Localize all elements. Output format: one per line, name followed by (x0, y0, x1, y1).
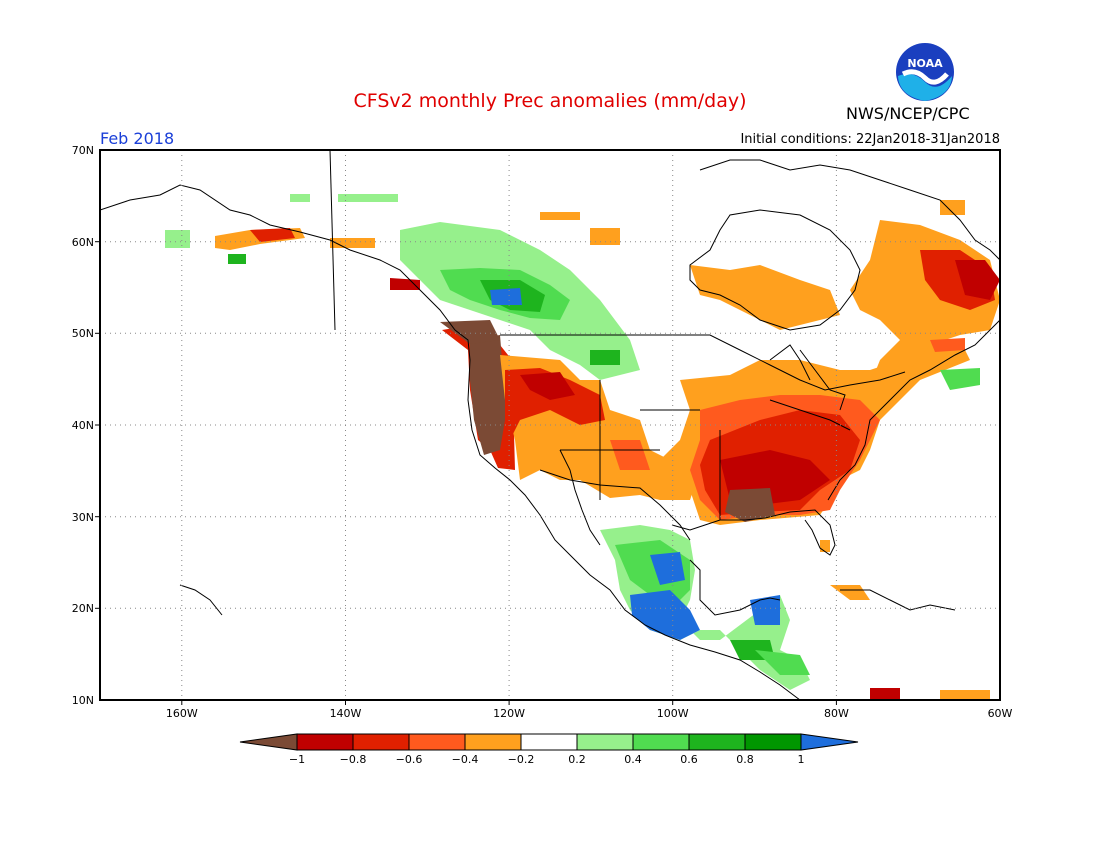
anomaly-patch (338, 194, 398, 202)
colorbar-label: 0.6 (680, 753, 698, 766)
anomaly-patch (520, 372, 575, 400)
anomaly-patch (940, 368, 980, 390)
anomaly-patch (830, 585, 870, 600)
colorbar-swatch (576, 733, 634, 751)
colorbar-swatch (632, 733, 690, 751)
logo-text: NOAA (907, 57, 943, 70)
anomaly-patch (690, 265, 840, 330)
anomaly-patch (870, 688, 900, 700)
colorbar-swatch (352, 733, 410, 751)
lat-label: 60N (72, 236, 94, 249)
anomaly-patch (930, 338, 965, 352)
lat-label: 40N (72, 419, 94, 432)
anomaly-patch (650, 552, 685, 585)
lat-label: 20N (72, 602, 94, 615)
colorbar-high-arrow (800, 733, 859, 751)
anomaly-patch (490, 288, 522, 305)
anomaly-patch (725, 488, 775, 522)
anomaly-patch (540, 212, 580, 220)
colorbar-swatch (464, 733, 522, 751)
colorbar-swatch (520, 733, 578, 751)
initial-conditions: Initial conditions: 22Jan2018-31Jan2018 (740, 132, 1000, 147)
map-title: CFSv2 monthly Prec anomalies (mm/day) (353, 90, 747, 112)
anomaly-patch (755, 650, 810, 675)
forecast-month: Feb 2018 (100, 129, 175, 148)
anomaly-patch (940, 690, 990, 700)
anomaly-patch (250, 228, 295, 242)
anomaly-patch (390, 278, 420, 290)
lat-label: 50N (72, 327, 94, 340)
anomaly-patch (165, 230, 190, 248)
colorbar-label: 0.2 (568, 753, 586, 766)
colorbar-label: −0.8 (340, 753, 367, 766)
anomaly-patch (630, 590, 700, 640)
lon-label: 140W (330, 707, 362, 720)
grid (100, 150, 1000, 700)
lon-label: 60W (988, 707, 1013, 720)
colorbar-label: −0.6 (396, 753, 423, 766)
colorbar-swatch (408, 733, 466, 751)
colorbar: −1 −0.8 −0.6 −0.4 −0.2 0.2 0.4 0.6 0.8 1 (239, 733, 859, 766)
lat-label: 70N (72, 144, 94, 157)
lon-label: 100W (657, 707, 689, 720)
lon-label: 120W (493, 707, 525, 720)
anomaly-patch (228, 254, 246, 264)
anomaly-patch (820, 540, 830, 552)
colorbar-swatch (296, 733, 354, 751)
anomaly-patch (750, 595, 780, 625)
latitude-labels: 70N 60N 50N 40N 30N 20N 10N (72, 144, 94, 707)
lon-label: 160W (166, 707, 198, 720)
colorbar-label: −1 (289, 753, 305, 766)
organization-label: NWS/NCEP/CPC (846, 104, 970, 123)
anomaly-patch (440, 320, 500, 344)
colorbar-swatch (688, 733, 746, 751)
anomaly-patch (955, 260, 1000, 300)
lon-label: 80W (824, 707, 849, 720)
lat-label: 30N (72, 511, 94, 524)
anomaly-patch (590, 350, 620, 365)
colorbar-label: 1 (798, 753, 805, 766)
colorbar-label: 0.4 (624, 753, 642, 766)
axis-ticks (95, 241, 837, 705)
longitude-labels: 160W 140W 120W 100W 80W 60W (166, 707, 1013, 720)
anomaly-patch (610, 440, 650, 470)
anomaly-patch (940, 200, 965, 215)
colorbar-label: −0.4 (452, 753, 479, 766)
colorbar-label: −0.2 (508, 753, 535, 766)
noaa-logo: NOAA (894, 41, 956, 103)
coastlines (100, 150, 1000, 700)
lat-label: 10N (72, 694, 94, 707)
anomaly-patch (590, 228, 620, 245)
colorbar-swatch (744, 733, 802, 751)
anomaly-patch (290, 194, 310, 202)
colorbar-low-arrow (239, 733, 298, 751)
anomaly-field (165, 194, 1000, 700)
colorbar-label: 0.8 (736, 753, 754, 766)
